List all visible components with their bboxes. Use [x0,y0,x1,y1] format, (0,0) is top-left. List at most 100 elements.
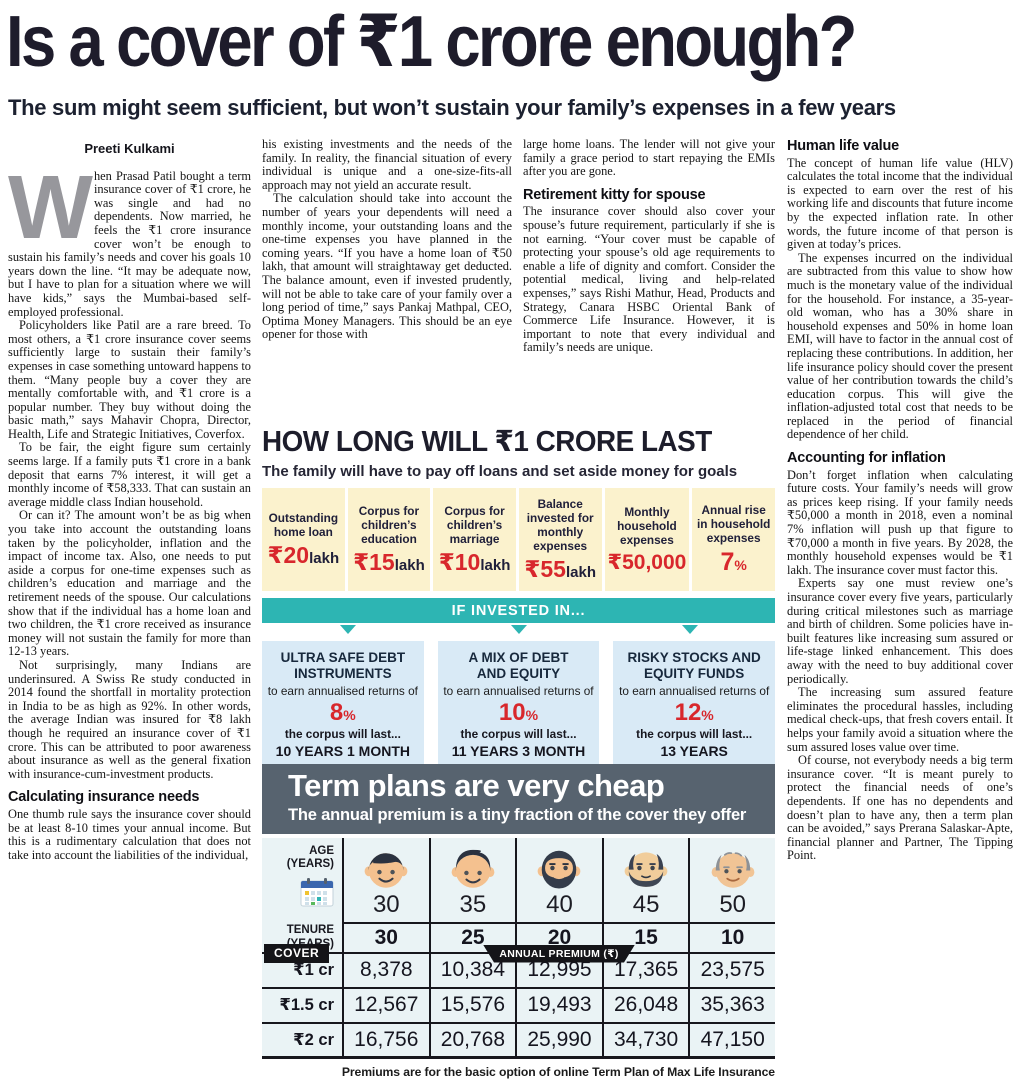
paragraph: One thumb rule says the insurance cover … [8,806,251,862]
man-age-40-icon [538,850,581,889]
page-title: Is a cover of ₹1 crore enough? [6,2,857,82]
premium-cell: 23,575 [688,953,775,987]
arrow-down-icon [681,625,698,634]
article-column-4: Human life value The concept of human li… [787,138,1013,863]
value: ₹55lakh [524,555,596,582]
paragraph: his existing investments and the needs o… [262,138,512,192]
corpus-duration: 11 YEARS 3 MONTH [451,743,586,760]
annualised-return: 12% [674,699,714,727]
premium-cell: 47,150 [688,1023,775,1056]
paragraph: The concept of human life value (HLV) ca… [787,155,1013,252]
paragraph: large home loans. The lender will not gi… [523,138,775,179]
tenure-cell: 15 [601,923,689,952]
cover-amount-label: ₹1.5 cr [279,996,334,1015]
option-ultra-safe-debt: ULTRA SAFE DEBT INSTRUMENTS to earn annu… [262,641,424,770]
drop-cap: W [8,157,93,258]
man-age-35-icon [451,849,495,888]
premium-cell: 20,768 [428,1023,516,1056]
paragraph: The insurance cover should also cover yo… [523,204,775,355]
infographic-subtitle: The family will have to pay off loans an… [262,463,738,480]
paragraph: Or can it? The amount won’t be as big wh… [8,508,251,659]
premium-cell: 15,576 [428,988,516,1022]
cover-amount-label: ₹1 cr [293,961,334,980]
age-cell: 35 [428,837,516,924]
premium-cell: 34,730 [601,1023,689,1056]
subheadline: The sum might seem sufficient, but won’t… [8,95,896,120]
tenure-cell: 30 [342,923,429,952]
paragraph: Experts say one must review one’s insura… [787,576,1013,686]
man-age-45-icon [624,851,668,887]
byline: Preeti Kulkami [84,141,175,156]
section-heading: Human life value [787,138,900,154]
assumption-box-balance: Balance invested for monthly expenses ₹5… [518,488,602,591]
premium-cell: 10,384 [428,953,516,987]
tenure-cell: 10 [688,923,775,952]
premium-cell: 16,756 [342,1023,429,1056]
table-source-note: Premiums are for the basic option of onl… [341,1064,775,1079]
corpus-duration: 10 YEARS 1 MONTH [275,743,410,760]
paragraph: To be fair, the eight figure sum certain… [8,440,251,509]
age-row-label: AGE (YEARS) [262,838,342,924]
paragraph: Not surprisingly, many Indians are under… [8,657,251,781]
section-heading: Calculating insurance needs [8,789,200,806]
age-cell: 40 [515,837,602,924]
paragraph: Of course, not everybody needs a big ter… [787,753,1013,863]
paragraph: The increasing sum assured feature elimi… [787,685,1013,754]
paragraph: Policyholders like Patil are a rare bree… [8,318,251,441]
premium-table: COVER ANNUAL PREMIUM (₹) AGE (YEARS) [262,837,775,1059]
corpus-duration: 13 YEARS [660,743,728,760]
man-age-30-icon [364,852,408,888]
assumption-box-marriage: Corpus for children’s marriage ₹10lakh [433,488,516,591]
assumption-boxes: Outstanding home loan ₹20lakh Corpus for… [262,488,775,591]
value: 7% [720,547,747,576]
premium-cell: 25,990 [515,1023,602,1056]
infographic-title: Term plans are very cheap [288,768,665,803]
assumption-box-education: Corpus for children’s education ₹15lakh [347,488,431,591]
infographic-title: HOW LONG WILL ₹1 CRORE LAST [262,426,712,458]
investment-option-boxes: ULTRA SAFE DEBT INSTRUMENTS to earn annu… [262,641,776,770]
cover-amount-label: ₹2 cr [293,1030,334,1049]
premium-cell: 12,995 [515,953,602,987]
table-row-premium-1cr: ₹1 cr 8,378 10,384 12,995 17,365 23,575 [262,953,775,989]
age-cell: 50 [688,837,775,924]
annual-premium-banner: ANNUAL PREMIUM (₹) [483,945,635,963]
option-debt-equity-mix: A MIX OF DEBT AND EQUITY to earn annuali… [437,641,600,770]
section-heading: Accounting for inflation [787,450,946,467]
age-cell: 45 [601,837,689,924]
value: ₹10lakh [438,548,511,575]
assumption-box-monthly-expenses: Monthly household expenses ₹50,000 [604,488,690,591]
value: ₹20lakh [267,541,340,568]
paragraph: The calculation should take into account… [262,191,512,342]
infographic-subtitle: The annual premium is a tiny fraction of… [288,805,747,824]
table-row-age: AGE (YEARS) [262,837,775,924]
paragraph: The expenses incurred on the individual … [787,250,1013,442]
tenure-cell: 20 [515,923,602,952]
tenure-cell: 25 [428,923,516,952]
annualised-return: 10% [498,699,539,727]
arrow-row [262,625,775,640]
option-risky-stocks: RISKY STOCKS AND EQUITY FUNDS to earn an… [613,641,776,770]
value: ₹15lakh [353,548,425,575]
premium-cell: 8,378 [342,953,429,987]
article-column-2: his existing investments and the needs o… [262,138,512,426]
assumption-box-home-loan: Outstanding home loan ₹20lakh [262,488,345,591]
annualised-return: 8% [329,699,356,727]
premium-cell: 17,365 [601,953,689,987]
arrow-down-icon [339,625,356,634]
infographic-header: Term plans are very cheap The annual pre… [262,764,775,834]
premium-cell: 26,048 [601,988,689,1022]
age-cell: 30 [342,837,429,924]
infographic-term-plans: Term plans are very cheap The annual pre… [262,764,775,1079]
table-row-premium-1-5cr: ₹1.5 cr 12,567 15,576 19,493 26,048 35,3… [262,988,775,1024]
if-invested-in-banner: IF INVESTED IN... [262,598,775,623]
calendar-icon [300,877,334,907]
cover-badge: COVER [264,943,330,963]
man-age-50-icon [711,851,755,888]
arrow-down-icon [510,625,527,634]
premium-cell: 12,567 [342,988,429,1022]
premium-cell: 19,493 [515,988,602,1022]
article-column-3: large home loans. The lender will not gi… [523,138,775,426]
